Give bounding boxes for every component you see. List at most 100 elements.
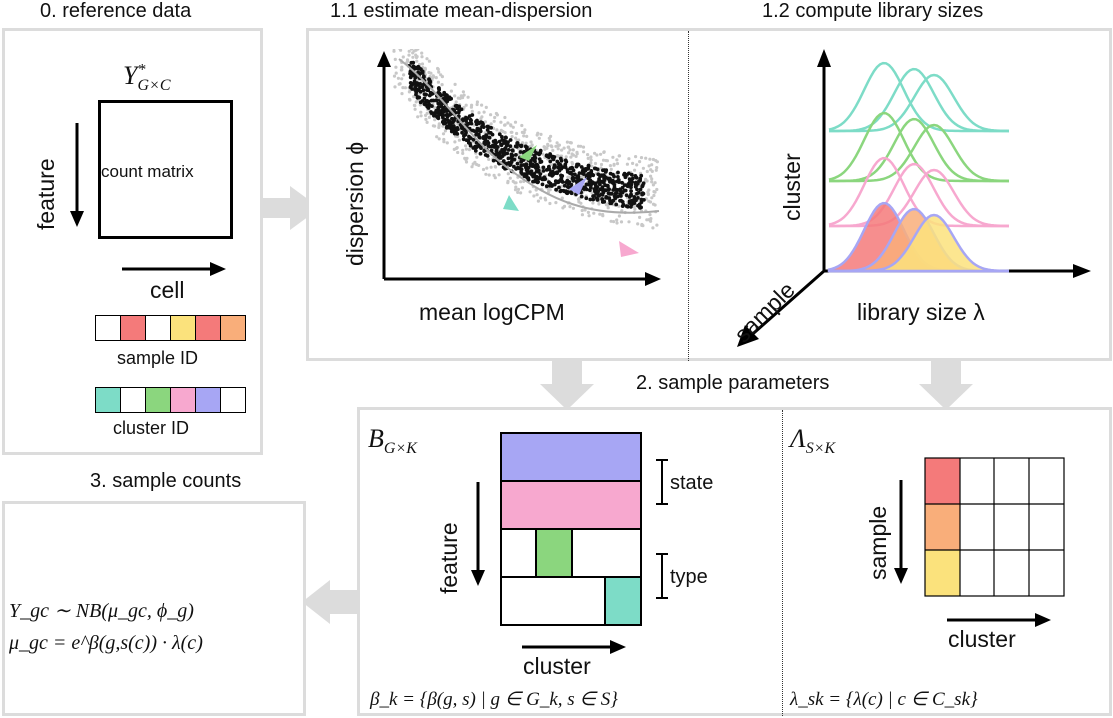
scatter-point-black [595, 190, 600, 195]
scatter-point-black [416, 66, 420, 71]
scatter-point-black [467, 134, 471, 139]
scatter-point-black [620, 180, 624, 185]
scatter-point-black [557, 179, 562, 184]
scatter-point-black [540, 182, 545, 187]
scatter-point-gray [582, 150, 586, 154]
scatter-point-black [587, 180, 592, 184]
scatter-point-black [607, 178, 612, 182]
scatter-point-gray [420, 62, 425, 66]
scatter-point-gray [396, 76, 400, 80]
scatter-point-black [498, 156, 503, 160]
scatter-point-gray [612, 220, 616, 224]
scatter-point-gray [489, 165, 493, 169]
scatter-point-gray [601, 214, 605, 218]
scatter-point-black [586, 163, 591, 168]
scatter-point-gray [653, 190, 657, 194]
scatter-point-black [613, 187, 618, 192]
scatter-point-black [420, 69, 425, 74]
scatter-point-black [593, 183, 598, 188]
scatter-point-black [585, 167, 590, 171]
scatter-points-gray [392, 49, 659, 230]
scatter-point-black [445, 114, 450, 119]
beta-cluster-arrow [522, 640, 626, 654]
scatter-point-gray [482, 110, 486, 114]
scatter-point-gray [562, 204, 567, 208]
scatter-point-gray [609, 219, 613, 223]
scatter-point-black [471, 137, 476, 142]
scatter-point-black [450, 116, 454, 121]
scatter-point-gray [424, 117, 428, 121]
scatter-point-black [503, 135, 508, 140]
scatter-point-gray [652, 193, 656, 198]
scatter-point-gray [640, 223, 644, 227]
scatter-point-black [639, 173, 644, 178]
scatter-point-gray [586, 210, 590, 214]
scatter-point-black [473, 145, 478, 150]
sample-id-cell [171, 315, 196, 341]
scatter-point-black [554, 179, 559, 184]
scatter-point-black [627, 201, 632, 205]
scatter-point-black [546, 165, 551, 170]
scatter-point-black [538, 172, 543, 176]
scatter-point-gray [615, 218, 619, 222]
scatter-point-gray [506, 172, 510, 176]
scatter-point-gray [634, 155, 638, 159]
scatter-point-black [566, 181, 571, 186]
scatter-point-gray [539, 196, 543, 200]
scatter-point-black [588, 197, 593, 202]
scatter-points-black [407, 60, 646, 210]
scatter-point-gray [587, 214, 591, 218]
scatter-point-gray [515, 131, 519, 136]
scatter-point-gray [655, 187, 659, 192]
scatter-point-gray [646, 192, 650, 196]
scatter-point-gray [620, 209, 624, 213]
scatter-point-black [595, 198, 600, 202]
scatter-point-gray [645, 169, 649, 174]
scatter-point-gray [484, 105, 488, 109]
scatter-point-black [579, 165, 584, 169]
scatter-point-black [434, 98, 439, 103]
scatter-point-gray [443, 129, 447, 133]
scatter-point-gray [601, 158, 606, 162]
beta-formula: β_k = {β(g, s) | g ∈ G_k, s ∈ S} [370, 689, 618, 710]
scatter-point-gray [499, 120, 503, 124]
scatter-point-gray [580, 213, 584, 217]
scatter-point-gray [461, 148, 465, 152]
scatter-point-gray [650, 177, 654, 181]
scatter-point-black [509, 152, 514, 157]
scatter-point-black [422, 96, 427, 101]
scatter-point-gray [435, 135, 439, 139]
scatter-point-gray [547, 136, 551, 140]
sample-id-cell [196, 315, 221, 341]
scatter-point-black [536, 179, 540, 184]
scatter-point-gray [453, 94, 457, 98]
scatter-point-black [444, 109, 449, 113]
scatter-point-black [614, 202, 619, 207]
scatter-point-gray [598, 212, 602, 216]
scatter-point-black [438, 110, 443, 114]
ridge-curve [829, 73, 1010, 133]
scatter-point-black [640, 184, 645, 189]
scatter-point-gray [393, 57, 397, 61]
scatter-point-gray [567, 151, 571, 155]
scatter-point-black [421, 83, 426, 87]
lambda-matrix [924, 457, 1065, 597]
scatter-point-gray [509, 124, 513, 128]
scatter-point-gray [440, 75, 444, 79]
scatter-point-gray [651, 226, 655, 230]
scatter-point-gray [590, 191, 594, 195]
scatter-point-black [534, 166, 538, 170]
scatter-point-black [429, 98, 434, 103]
scatter-point-gray [560, 196, 564, 200]
scatter-point-gray [506, 121, 510, 125]
scatter-point-gray [475, 100, 479, 104]
scatter-point-black [577, 171, 582, 175]
scatter-point-gray [617, 214, 621, 218]
scatter-point-gray [437, 70, 441, 74]
scatter-point-gray [416, 115, 420, 119]
scatter-point-black [627, 180, 632, 185]
scatter-point-black [616, 178, 621, 182]
scatter-point-gray [522, 134, 526, 138]
scatter-point-black [493, 138, 498, 143]
